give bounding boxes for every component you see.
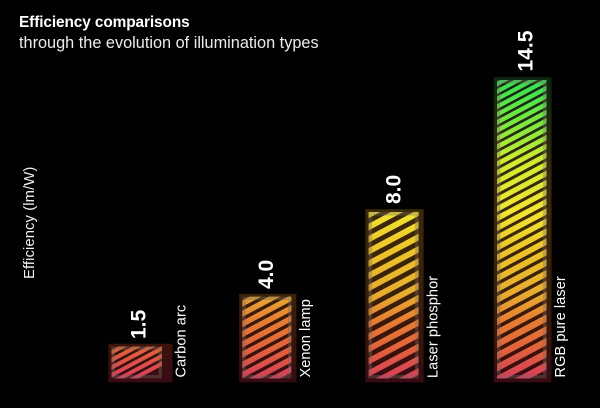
svg-text:Efficiency (lm/W): Efficiency (lm/W) xyxy=(22,167,38,279)
svg-text:8.0: 8.0 xyxy=(383,175,406,204)
svg-text:Laser phosphor: Laser phosphor xyxy=(426,276,442,378)
svg-text:14.5: 14.5 xyxy=(515,30,538,71)
svg-text:Carbon arc: Carbon arc xyxy=(174,305,190,378)
svg-text:RGB pure laser: RGB pure laser xyxy=(553,276,569,377)
svg-text:1.5: 1.5 xyxy=(127,309,150,339)
svg-text:4.0: 4.0 xyxy=(255,260,278,289)
svg-text:Xenon lamp: Xenon lamp xyxy=(298,299,314,377)
